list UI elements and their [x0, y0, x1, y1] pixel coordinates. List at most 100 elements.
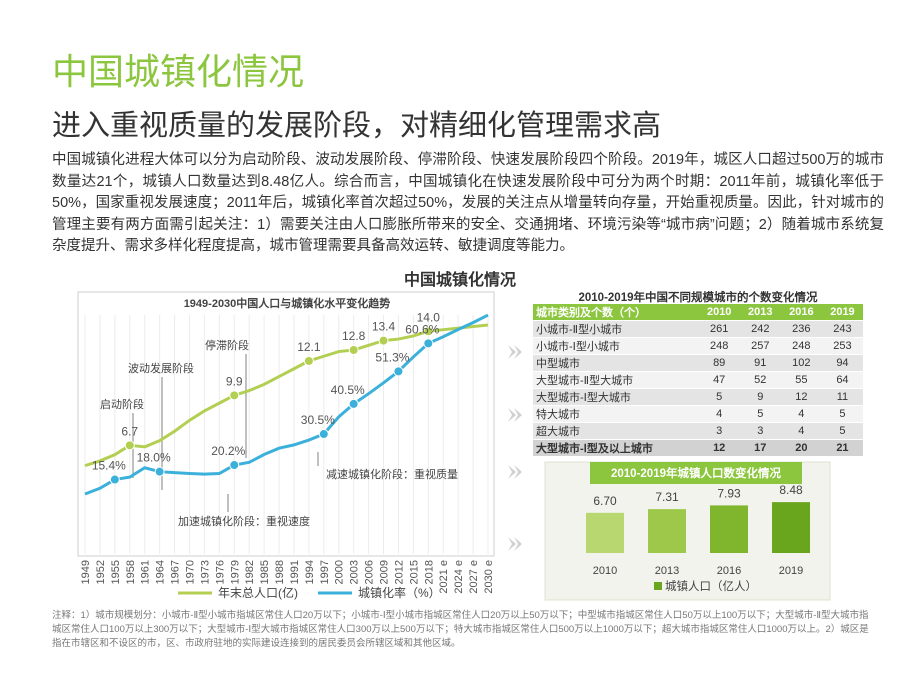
x-tick-label: 2016 [717, 565, 741, 577]
table-cell: 12 [780, 388, 822, 406]
data-label: 8.48 [779, 483, 803, 497]
table-cell: 89 [698, 354, 740, 372]
legend-swatch [654, 582, 662, 590]
footnote: 注释：1）城市规模划分：小城市-Ⅱ型小城市指城区常住人口20万以下；小城市-Ⅰ型… [52, 610, 869, 649]
x-tick-label: 1961 [140, 560, 152, 584]
table-cell: 3 [698, 422, 740, 440]
x-tick-label: 2012 [393, 560, 405, 584]
x-tick-label: 1964 [155, 560, 167, 584]
chart-frame [77, 291, 495, 557]
legend-label: 城镇人口（亿人） [665, 579, 757, 593]
point-marker [229, 460, 240, 471]
chevron [508, 537, 516, 551]
table-header: 2016 [780, 304, 822, 321]
legend-label: 年末总人口(亿) [218, 585, 298, 600]
intro-text: 中国城镇化进程大体可以分为启动阶段、波动发展阶段、停滞阶段、快速发展阶段四个阶段… [52, 152, 884, 254]
table-cell: 55 [780, 371, 822, 389]
x-tick-label: 2000 [334, 560, 346, 584]
annotation: 停滞阶段 [205, 338, 249, 352]
x-tick-label: 1976 [214, 560, 226, 584]
table-cell: 21 [821, 439, 863, 457]
x-tick-label: 2015 [408, 560, 420, 584]
table-cell: 4 [780, 422, 822, 440]
x-tick-label: 1985 [259, 560, 271, 584]
x-tick-label: 2006 [364, 560, 376, 584]
data-label: 7.31 [655, 490, 679, 504]
x-tick-label: 2021 e [438, 560, 450, 594]
annotation: 波动发展阶段 [128, 361, 194, 375]
table-cell: 5 [821, 405, 863, 423]
x-tick-label: 1967 [170, 560, 182, 584]
x-tick-label: 2003 [349, 560, 361, 584]
row-label: 大型城市-Ⅰ型及以上城市 [533, 439, 699, 457]
point-marker [229, 390, 240, 401]
data-label: 12.8 [342, 329, 366, 343]
bar [586, 512, 624, 553]
data-label: 40.5% [331, 383, 365, 397]
row-label: 超大城市 [533, 422, 699, 440]
table-header: 城市类别及个数（个） [533, 304, 699, 321]
data-label: 15.4% [92, 459, 126, 473]
x-tick-label: 1988 [274, 560, 286, 584]
point-marker [423, 338, 434, 349]
table-cell: 248 [780, 337, 822, 355]
point-marker [109, 474, 120, 485]
table-cell: 91 [739, 354, 781, 372]
chart-title: 2010-2019年城镇人口数变化情况 [611, 466, 781, 480]
bar [648, 509, 686, 553]
x-tick-label: 1982 [244, 560, 256, 584]
point-marker [378, 335, 389, 346]
chevron [508, 345, 516, 359]
table-cell: 4 [780, 405, 822, 423]
table-cell: 248 [698, 337, 740, 355]
table-cell: 5 [821, 422, 863, 440]
point-marker [154, 466, 165, 477]
page-title: 中国城镇化情况 [52, 51, 305, 92]
data-label: 7.93 [717, 486, 741, 500]
bar [772, 502, 810, 553]
table-cell: 4 [698, 405, 740, 423]
x-tick-label: 1952 [95, 560, 107, 584]
annotation: 加速城镇化阶段：重视速度 [178, 514, 310, 528]
annotation: 启动阶段 [100, 397, 144, 411]
point-marker [303, 355, 314, 366]
data-label: 6.70 [593, 494, 617, 508]
table-title: 2010-2019年中国不同规模城市的个数变化情况 [578, 292, 818, 304]
legend-label: 城镇化率（%） [358, 585, 441, 600]
x-tick-label: 2009 [379, 560, 391, 584]
x-tick-label: 1955 [110, 560, 122, 584]
x-tick-label: 1997 [319, 560, 331, 584]
chevron [514, 345, 522, 359]
data-label: 9.9 [226, 374, 243, 388]
x-tick-label: 1970 [184, 560, 196, 584]
city-table: 城市类别及个数（个） 2010 2013 2016 2019 小城市-Ⅱ型小城市 261 24… [533, 304, 863, 457]
x-tick-label: 1949 [80, 560, 92, 584]
chart-title: 1949-2030中国人口与城镇化水平变化趋势 [184, 296, 391, 310]
x-tick-label: 2019 [779, 565, 803, 577]
row-label: 大型城市-Ⅱ型大城市 [533, 371, 699, 389]
table-cell: 5 [739, 405, 781, 423]
table-cell: 243 [821, 320, 863, 338]
arrows [508, 345, 522, 551]
table-header: 2013 [739, 304, 781, 321]
data-label: 6.7 [121, 424, 138, 438]
row-label: 小城市-Ⅰ型小城市 [533, 337, 699, 355]
x-tick-label: 2018 [423, 560, 435, 584]
table-cell: 257 [739, 337, 781, 355]
chevron [508, 408, 516, 422]
point-marker [124, 440, 135, 451]
table-header: 2010 [698, 304, 740, 321]
table-cell: 94 [821, 354, 863, 372]
x-tick-label: 1958 [125, 560, 137, 584]
row-label: 小城市-Ⅱ型小城市 [533, 320, 699, 338]
table-cell: 52 [739, 371, 781, 389]
x-tick-label: 2027 e [468, 560, 480, 594]
point-marker [348, 345, 359, 355]
data-label: 60.6% [405, 322, 439, 336]
chevron [514, 465, 522, 479]
x-tick-label: 1991 [289, 560, 301, 584]
chevron [514, 537, 522, 551]
table-cell: 3 [739, 422, 781, 440]
data-label: 20.2% [211, 444, 245, 458]
